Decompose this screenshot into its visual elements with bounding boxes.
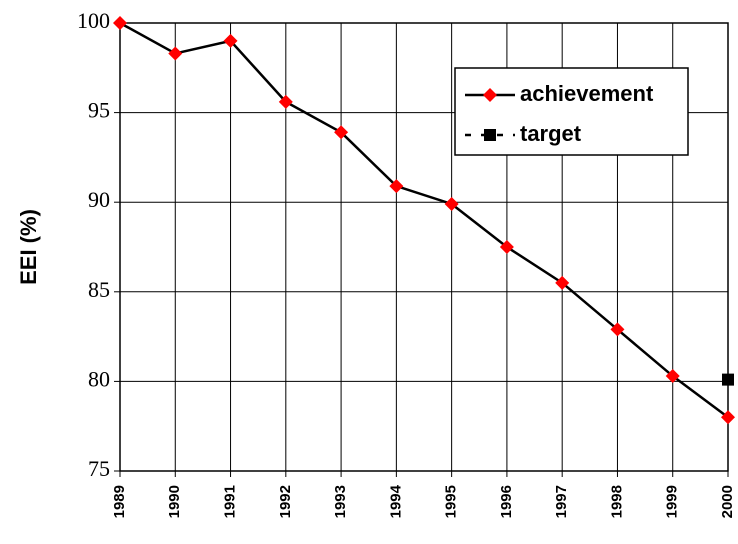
x-tick-label: 1995 [443, 485, 460, 518]
x-tick-label: 1999 [664, 485, 681, 518]
y-tick-label: 95 [88, 98, 110, 123]
marker [223, 33, 238, 48]
y-tick-label: 75 [88, 456, 110, 481]
y-tick-label: 90 [88, 187, 110, 212]
x-tick-label: 1996 [498, 485, 515, 518]
marker [113, 16, 127, 30]
x-tick-label: 1993 [332, 485, 349, 518]
plot-frame [119, 22, 729, 472]
x-tick-label: 2000 [719, 485, 736, 518]
x-tick-label: 1992 [277, 485, 294, 518]
marker [484, 129, 496, 141]
y-tick-label: 80 [88, 366, 110, 391]
marker [665, 369, 680, 384]
marker [444, 196, 459, 211]
y-tick-label: 85 [88, 277, 110, 302]
x-tick-label: 1998 [608, 485, 625, 518]
legend-label: target [520, 121, 582, 146]
marker [168, 46, 183, 61]
marker [483, 88, 497, 102]
legend-label: achievement [520, 81, 654, 106]
series-line [119, 21, 729, 419]
marker [334, 125, 349, 140]
x-tick-label: 1991 [222, 485, 239, 518]
legend: achievement target [454, 67, 689, 156]
x-tick-label: 1997 [553, 485, 570, 518]
y-tick-label: 100 [77, 8, 110, 33]
x-tick-label: 1990 [166, 485, 183, 518]
marker [389, 179, 404, 194]
marker [278, 94, 293, 109]
marker [721, 410, 735, 425]
y-axis-label: EEI (%) [16, 209, 41, 285]
x-tick-label: 1989 [111, 485, 128, 518]
marker [722, 373, 734, 386]
marker [555, 275, 570, 290]
x-tick-label: 1994 [387, 484, 404, 518]
marker [610, 322, 625, 337]
marker [499, 240, 514, 254]
